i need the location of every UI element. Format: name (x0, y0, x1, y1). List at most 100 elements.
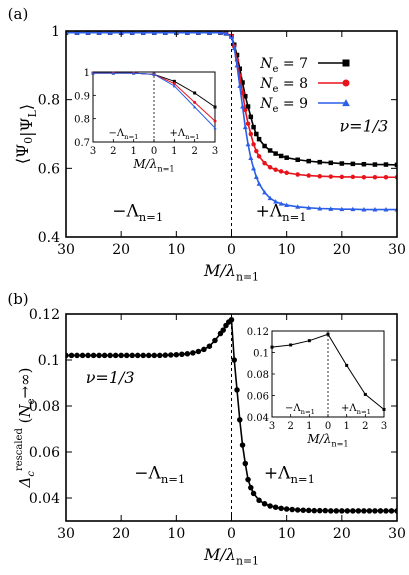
panel-a-ytick-label: 0.8 (38, 93, 60, 109)
panel-a-point (240, 104, 246, 109)
panel-a-point (237, 66, 243, 72)
legend-marker (342, 79, 350, 87)
panel-a-point (151, 31, 157, 35)
panel-b-xlabel-main: M/λ (203, 545, 236, 564)
panel-a-nu: ν=1/3 (339, 116, 388, 135)
panel-a-point (85, 31, 91, 35)
panel-b-inset-right-region-main: +Λ (341, 403, 357, 414)
panel-b-point (101, 352, 108, 359)
panel-b-point (250, 490, 257, 497)
panel-b-panel-label: (b) (7, 290, 28, 308)
panel-a-point (248, 131, 254, 137)
panel-b-plot-area (66, 317, 397, 514)
panel-a-point (273, 199, 279, 204)
panel-a-point (256, 181, 262, 186)
panel-b-point (190, 350, 196, 356)
panel-b-point (146, 352, 152, 359)
panel-a-point (267, 165, 273, 170)
panel-b-inset-left-region: −Λn=1 (285, 403, 315, 416)
panel-a-inset-right-region-main: +Λ (169, 128, 185, 139)
panel-b-right-region-main: +Λ (264, 463, 291, 483)
panel-b-inset-ytick-label: 0.08 (247, 370, 269, 381)
panel-a-point (256, 136, 262, 142)
panel-a-point (361, 161, 367, 167)
panel-b-point (361, 508, 367, 514)
panel-b-point (129, 352, 135, 359)
panel-b-inset-right-region-sub: n=1 (357, 408, 371, 416)
panel-a-point (240, 80, 245, 85)
panel-a-inset-point (193, 100, 197, 104)
panel-b-point (344, 508, 351, 514)
panel-a-point (284, 155, 289, 160)
panel-b-point (123, 352, 130, 359)
panel-a-point (383, 162, 389, 167)
panel-a-point (306, 173, 311, 178)
panel-a-point (262, 160, 267, 166)
panel-a-inset-right-region: +Λn=1 (169, 128, 199, 141)
panel-b-point (212, 337, 218, 344)
panel-b-ylabel-part: Δ (16, 477, 34, 489)
panel-b-point (168, 352, 174, 358)
legend-label-n: N (259, 56, 273, 72)
panel-b-point (294, 507, 301, 513)
panel-a-point (254, 148, 259, 154)
panel-a-point (339, 161, 345, 166)
panel-a-point (234, 52, 240, 58)
panel-b-point (355, 508, 362, 514)
panel-b-point (151, 352, 158, 359)
panel-a-point (129, 31, 135, 35)
panel-a-inset-point (213, 119, 217, 123)
panel-b-xlabel-sub: n=1 (236, 554, 259, 567)
panel-b-point (231, 357, 238, 363)
panel-b-point (261, 501, 268, 507)
panel-a-point (350, 174, 356, 180)
panel-b-point (322, 507, 329, 514)
panel-b-point (272, 504, 279, 510)
panel-a-point (328, 160, 334, 166)
panel-b-point (134, 352, 141, 359)
panel-a-point (295, 172, 300, 177)
panel-a-inset-xtick-label: 3 (90, 146, 96, 157)
panel-a-inset-xtick-label: 3 (212, 146, 218, 157)
panel-a-point (339, 206, 345, 212)
panel-a-point (251, 124, 256, 130)
panel-a-series-line-3 (66, 31, 397, 211)
panel-a-point (223, 31, 229, 36)
panel-a-point (372, 162, 378, 167)
panel-b-xtick-label: 10 (278, 526, 296, 542)
panel-b-point (350, 508, 356, 514)
panel-a-point (394, 162, 397, 168)
panel-a-point (278, 201, 284, 206)
panel-a-right-region-main: +Λ (256, 201, 283, 221)
panel-b-inset-point (345, 363, 349, 367)
panel-a-point (237, 83, 243, 88)
panel-b-inset-ytick-label: 0.1 (253, 349, 269, 360)
panel-a-point (243, 93, 248, 99)
panel-a-inset-ytick-label: 0.7 (74, 138, 90, 149)
panel-b-point (162, 352, 169, 358)
panel-b-inset-xtick-label: 3 (381, 421, 387, 432)
panel-b-point (173, 351, 180, 358)
panel-a-inset-xlabel-main: M/λ (132, 157, 157, 171)
panel-a-inset-point (172, 84, 176, 88)
panel-a-ylabel-part: |Ψ (17, 117, 36, 136)
panel-a-point (243, 107, 248, 113)
panel-b-inset-ytick-label: 0.04 (247, 413, 269, 424)
panel-b-point (79, 352, 86, 359)
panel-b-ytick-label: 0.1 (38, 353, 60, 369)
legend-marker (342, 59, 350, 67)
panel-b-point (90, 352, 97, 359)
panel-b-xtick-label: 0 (227, 526, 236, 542)
panel-b-point (74, 352, 80, 359)
panel-a-inset-point (91, 71, 95, 75)
panel-b-inset-point (382, 407, 386, 411)
panel-a-point (383, 175, 389, 180)
panel-a-point (278, 169, 284, 174)
panel-b-xtick-label: 20 (333, 526, 351, 542)
panel-b-point (107, 352, 113, 359)
panel-a-left-region: −Λn=1 (112, 201, 163, 224)
panel-b-point (289, 506, 295, 513)
panel-b-point (300, 507, 306, 513)
panel-a-inset-ytick-label: 0.9 (74, 91, 90, 102)
panel-b-inset: 3 2 1 0 1 2 30.040.060.080.10.12M/λn=1−Λn=1 +Λn… (247, 327, 387, 448)
